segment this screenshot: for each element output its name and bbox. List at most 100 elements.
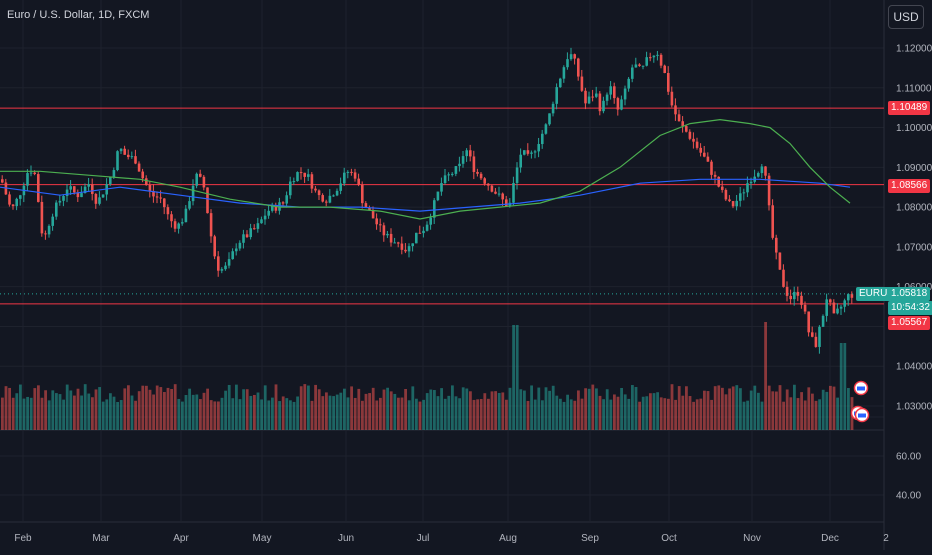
candle <box>566 59 569 68</box>
candle <box>562 67 566 79</box>
candle <box>541 133 544 145</box>
volume-bar <box>400 397 404 430</box>
candle <box>505 199 508 207</box>
candle <box>40 201 44 234</box>
candle <box>645 57 648 66</box>
volume-bar <box>195 394 199 430</box>
volume-bar <box>40 397 44 430</box>
volume-bar <box>555 395 559 430</box>
candle <box>253 228 256 230</box>
volume-bar <box>73 395 76 430</box>
moving-average-short <box>0 118 851 220</box>
volume-bar <box>224 390 227 430</box>
volume-bar <box>461 387 465 430</box>
candle <box>65 189 69 197</box>
volume-bar <box>811 393 814 430</box>
candle <box>271 205 274 211</box>
candle <box>325 201 328 203</box>
volume-bar <box>202 392 206 430</box>
candle <box>818 326 821 347</box>
x-tick-label: Nov <box>743 533 761 544</box>
candle <box>623 88 627 100</box>
candle <box>771 205 774 238</box>
candle <box>544 124 548 134</box>
volume-bar <box>440 388 443 430</box>
volume-bar <box>803 400 807 430</box>
candle <box>357 178 360 185</box>
candle <box>245 234 249 238</box>
volume-bar <box>677 386 681 430</box>
candle <box>422 230 425 234</box>
candle <box>793 291 796 300</box>
candle <box>796 291 800 296</box>
candle <box>551 103 555 114</box>
x-tick-label: Aug <box>499 533 517 544</box>
candle <box>375 218 378 225</box>
candle <box>339 183 342 191</box>
candle <box>202 176 206 188</box>
volume-bar <box>271 397 274 430</box>
candle <box>281 202 285 204</box>
candle <box>487 183 490 186</box>
candle <box>242 234 245 243</box>
candle <box>224 265 227 270</box>
candle <box>515 167 519 183</box>
volume-bar <box>598 395 602 430</box>
candle <box>775 237 778 253</box>
candle <box>458 163 461 167</box>
candle <box>116 151 119 171</box>
volume-bar <box>227 384 231 430</box>
candle <box>717 176 720 187</box>
candle <box>407 246 411 252</box>
candle <box>411 243 414 247</box>
candle <box>433 200 436 218</box>
y-tick-label: 1.09000 <box>896 163 932 174</box>
volume-bar <box>508 387 512 430</box>
currency-button[interactable]: USD <box>888 5 924 29</box>
candle <box>472 156 476 172</box>
candle <box>159 197 162 199</box>
volume-bar <box>393 393 397 430</box>
volume-bar <box>119 400 123 430</box>
candle <box>285 195 288 204</box>
candle <box>519 154 522 168</box>
volume-bar <box>710 399 713 430</box>
volume-bar <box>11 397 15 430</box>
candle <box>649 57 652 59</box>
volume-bar <box>469 391 472 430</box>
candle <box>476 171 479 174</box>
candle <box>317 190 321 196</box>
candle <box>73 186 76 193</box>
volume-bar <box>213 401 217 430</box>
candle <box>839 306 843 309</box>
volume-bar <box>818 399 821 430</box>
candle <box>400 243 404 250</box>
candle <box>659 54 663 66</box>
volume-bar <box>51 390 55 430</box>
candle <box>231 251 234 260</box>
volume-bar <box>184 394 188 430</box>
candle <box>94 193 98 204</box>
candle <box>670 91 674 106</box>
candle <box>260 219 263 224</box>
volume-bar <box>199 399 202 430</box>
candle <box>11 204 15 207</box>
x-tick-label: Feb <box>14 533 32 544</box>
candle <box>310 174 314 189</box>
volume-bar <box>296 396 299 430</box>
candle <box>843 300 846 307</box>
volume-bar <box>587 388 591 430</box>
volume-bar <box>411 386 415 430</box>
candle <box>591 96 594 98</box>
candle <box>508 202 512 207</box>
candle <box>209 213 213 237</box>
candle <box>501 193 504 200</box>
candle <box>87 184 90 187</box>
candle <box>577 58 580 77</box>
volume-bar <box>746 400 749 430</box>
volume-bar <box>515 325 519 430</box>
candle <box>33 172 36 175</box>
